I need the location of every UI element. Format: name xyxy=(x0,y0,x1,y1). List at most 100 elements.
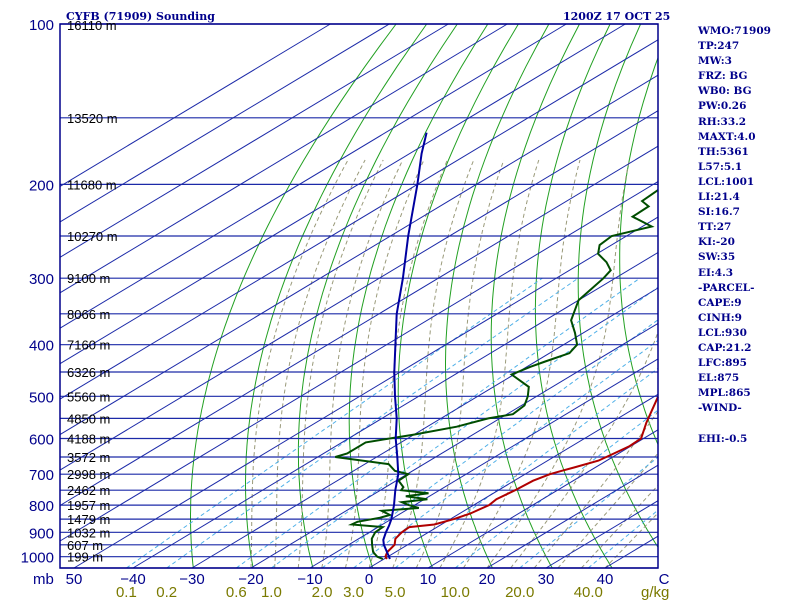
index-line: LCL:1001 xyxy=(698,175,755,188)
pressure-unit-label: mb xyxy=(33,571,54,588)
temperature-tick-label: −10 xyxy=(297,571,322,588)
index-line: LCL:930 xyxy=(698,326,747,339)
isotherm-line xyxy=(59,23,390,223)
index-line: MPL:865 xyxy=(698,387,751,400)
isotherm-line xyxy=(59,74,659,436)
dry-adiabat-line xyxy=(348,23,489,569)
pressure-tick-label: 700 xyxy=(29,467,54,484)
dry-adiabat-line xyxy=(534,23,613,569)
plot-frame xyxy=(59,23,659,569)
mixing-ratio-line xyxy=(353,339,659,569)
isotherm-line xyxy=(59,181,659,542)
temperature-line xyxy=(384,396,659,560)
moist-adiabat-line xyxy=(344,159,425,569)
moist-adiabat-line xyxy=(415,159,505,569)
dry-adiabat-line xyxy=(397,23,519,569)
height-label: 9100 m xyxy=(67,271,110,286)
moist-adiabat-line xyxy=(321,159,404,569)
height-label: 11680 m xyxy=(67,177,117,192)
mixing-ratio-label: 3.0 xyxy=(343,584,364,600)
index-line: CINH:9 xyxy=(698,311,742,324)
chart-title: CYFB (71909) Sounding xyxy=(66,10,215,23)
height-label: 8066 m xyxy=(67,307,110,322)
moist-adiabat-line xyxy=(250,159,349,568)
mixing-ratio-label: 0.2 xyxy=(156,584,177,600)
mixing-ratio-label: 1.0 xyxy=(261,584,282,600)
height-label: 4850 m xyxy=(67,411,110,426)
index-line: LFC:895 xyxy=(698,357,747,370)
isotherm-line xyxy=(604,535,659,569)
index-line: WMO:71909 xyxy=(698,25,771,37)
index-line: EI:4.3 xyxy=(698,266,734,279)
moist-adiabat-line xyxy=(274,159,366,569)
pressure-tick-label: 100 xyxy=(29,17,54,34)
moist-adiabat-line xyxy=(392,159,475,569)
isotherm-line xyxy=(59,145,659,506)
pressure-tick-label: 200 xyxy=(29,177,54,194)
mixing-ratio-label: 2.0 xyxy=(312,584,333,600)
index-line: SI:16.7 xyxy=(698,206,740,219)
temperature-tick-label: −40 xyxy=(120,571,145,588)
height-label: 2998 m xyxy=(67,467,110,482)
index-line: MAXT:4.0 xyxy=(698,130,756,143)
dry-adiabat-line xyxy=(297,23,458,569)
index-line: RH:33.2 xyxy=(698,115,747,128)
sounding-indices-panel: WMO:71909 TP:247 MW:3 FRZ: BG WB0: BG PW:0.26… xyxy=(698,24,798,447)
index-line: PW:0.26 xyxy=(698,100,747,113)
dry-adiabat-line xyxy=(490,23,580,569)
pressure-tick-label: 1000 xyxy=(21,550,54,567)
mixing-ratio-line xyxy=(166,277,579,569)
pressure-tick-label: 600 xyxy=(29,432,54,449)
index-line: TH:5361 xyxy=(698,145,749,158)
index-line: CAPE:9 xyxy=(698,296,742,309)
isotherm-line xyxy=(250,322,659,569)
mixing-ratio-line xyxy=(126,277,543,569)
height-label: 3572 m xyxy=(67,450,110,465)
mixing-ratio-unit-label: g/kg xyxy=(641,584,669,600)
mixing-ratio-line xyxy=(271,286,659,569)
pressure-tick-label: 400 xyxy=(29,338,54,355)
isotherm-line xyxy=(59,39,659,400)
pressure-tick-label: 800 xyxy=(29,498,54,515)
isotherm-line xyxy=(191,287,659,569)
isotherm-line xyxy=(486,464,659,569)
height-label: 2462 m xyxy=(67,483,110,498)
temperature-tick-label: 40 xyxy=(597,571,614,588)
index-line: FRZ: BG xyxy=(698,70,748,83)
pressure-tick-label: 500 xyxy=(29,389,54,406)
isotherm-line xyxy=(59,23,567,329)
height-label: 6326 m xyxy=(67,365,110,380)
chart-series xyxy=(335,132,659,560)
pressure-tick-label: 300 xyxy=(29,271,54,288)
temperature-tick-label: 20 xyxy=(479,571,496,588)
dry-adiabat-line xyxy=(245,23,428,569)
index-line: MW:3 xyxy=(698,55,732,68)
moist-adiabat-line xyxy=(462,159,581,569)
moist-adiabat-line xyxy=(486,159,630,569)
height-label: 1957 m xyxy=(67,498,110,513)
temperature-tick-label: C xyxy=(659,571,670,588)
height-label: 16110 m xyxy=(67,18,117,33)
moist-adiabat-line xyxy=(297,159,384,569)
index-line: L57:5.1 xyxy=(698,160,743,173)
isotherm-line xyxy=(59,23,626,365)
temperature-tick-label: 10 xyxy=(420,571,437,588)
mixing-ratio-line xyxy=(236,277,641,569)
height-label: 10270 m xyxy=(67,229,118,244)
isotherm-line xyxy=(59,23,508,294)
height-label: 4188 m xyxy=(67,432,110,447)
mixing-ratio-label: 20.0 xyxy=(505,584,534,600)
temperature-tick-label: 0 xyxy=(365,571,373,588)
index-line: TT:27 xyxy=(698,221,732,234)
mixing-ratio-label: 0.6 xyxy=(226,584,247,600)
index-line: CAP:21.2 xyxy=(698,341,752,354)
moist-adiabat-line xyxy=(533,411,659,569)
isotherm-line xyxy=(73,216,659,569)
height-label: 607 m xyxy=(67,538,103,553)
mixing-ratio-line xyxy=(587,509,659,569)
index-line: -PARCEL- xyxy=(698,281,755,294)
chart-subtitle: 1200Z 17 OCT 25 xyxy=(563,10,670,23)
chart-grid xyxy=(59,23,659,569)
